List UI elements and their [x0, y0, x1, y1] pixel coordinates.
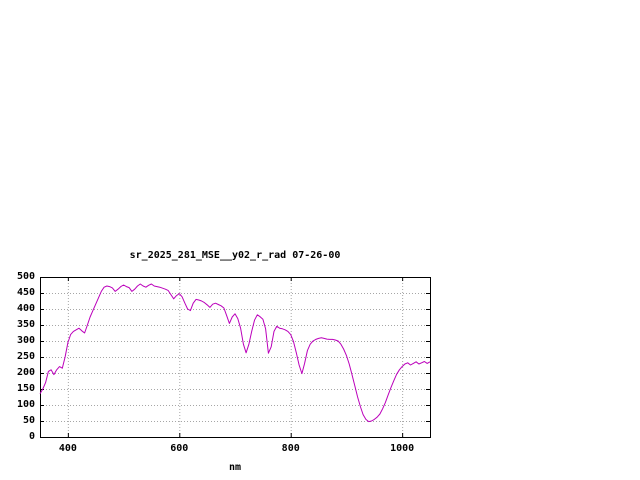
- y-tick-label: 250: [16, 351, 35, 362]
- spectrum-line: [39, 283, 431, 423]
- y-tick-label: 200: [16, 367, 35, 378]
- y-tick-label: 400: [16, 303, 35, 314]
- y-tick-label: 500: [16, 271, 35, 282]
- x-axis-label: nm: [228, 462, 242, 473]
- plot-border: [40, 277, 431, 438]
- y-tick-label: 100: [16, 399, 35, 410]
- y-tick-label: 50: [22, 415, 35, 426]
- y-tick-label: 350: [16, 319, 35, 330]
- x-tick-label: 1000: [390, 443, 415, 454]
- chart-title: sr_2025_281_MSE__y02_r_rad 07-26-00: [129, 250, 341, 261]
- y-tick-label: 450: [16, 287, 35, 298]
- y-tick-label: 0: [28, 431, 35, 442]
- x-tick-label: 600: [170, 443, 189, 454]
- y-tick-label: 150: [16, 383, 35, 394]
- x-tick-label: 400: [58, 443, 77, 454]
- x-tick-label: 800: [281, 443, 300, 454]
- y-tick-label: 300: [16, 335, 35, 346]
